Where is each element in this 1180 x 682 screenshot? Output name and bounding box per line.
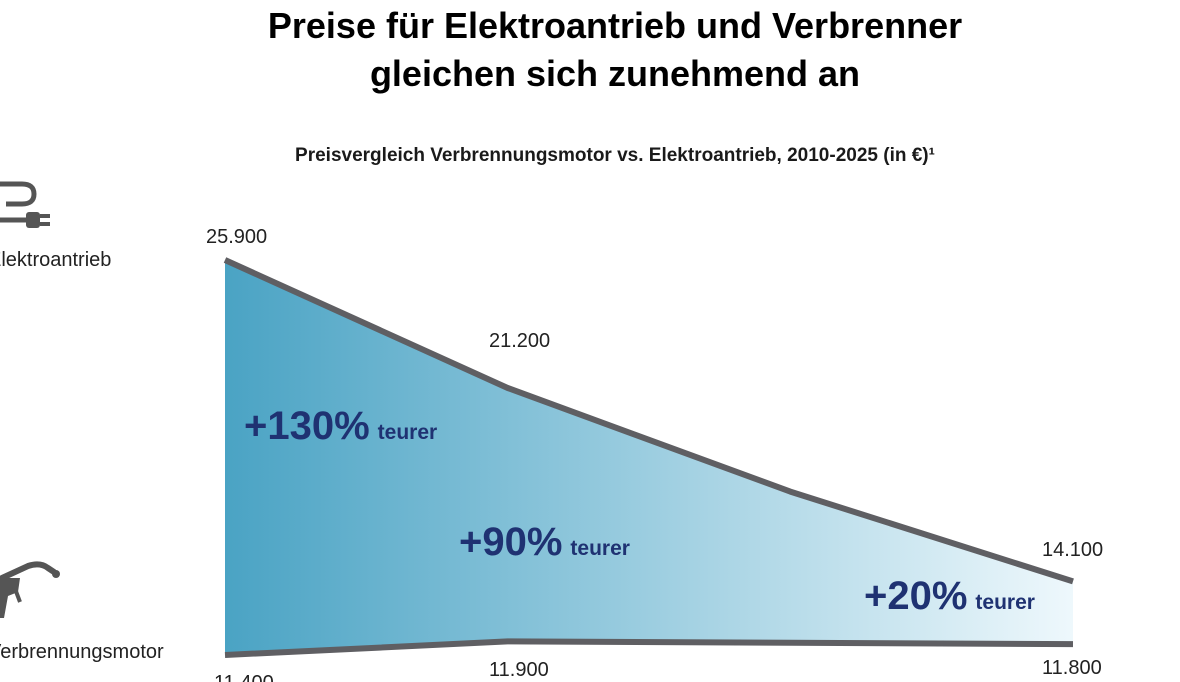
annotation-2010-value: +130% <box>244 404 370 448</box>
annotation-2025-text: teurer <box>975 591 1035 614</box>
fuel-nozzle-icon <box>0 561 60 618</box>
legend-combustion-label: Verbrennungsmotor <box>0 641 164 663</box>
electric-plug-icon <box>0 181 50 228</box>
annotation-2025-value: +20% <box>864 574 968 618</box>
annotation-2015-value: +90% <box>459 520 563 564</box>
page-title: Preise für Elektroantrieb und Verbrenner… <box>0 2 1180 98</box>
title-line-2: gleichen sich zunehmend an <box>369 53 861 94</box>
chart-title: Preisvergleich Verbrennungsmotor vs. Ele… <box>295 145 935 166</box>
annotation-2010-text: teurer <box>377 421 438 444</box>
annotation-2025: +20% teurer <box>864 574 1035 619</box>
value-label-electric-2015: 21.200 <box>489 330 551 352</box>
annotation-2015-text: teurer <box>570 537 630 560</box>
series-line-elektroantrieb <box>223 257 1074 585</box>
value-label-combustion-2015: 11.900 <box>489 659 549 681</box>
legend-electric-label: Elektroantrieb <box>0 249 112 271</box>
value-label-combustion-2010: 11.400 <box>214 672 274 682</box>
series-line-verbrennungsmotor <box>224 638 1074 658</box>
annotation-2010: +130% teurer <box>244 404 437 449</box>
value-label-electric-2025: 14.100 <box>1042 539 1104 561</box>
value-label-electric-2010: 25.900 <box>206 226 268 248</box>
title-line-1: Preise für Elektroantrieb und Verbrenner <box>267 5 963 46</box>
annotation-2015: +90% teurer <box>459 520 630 565</box>
value-label-combustion-2025: 11.800 <box>1042 657 1102 679</box>
